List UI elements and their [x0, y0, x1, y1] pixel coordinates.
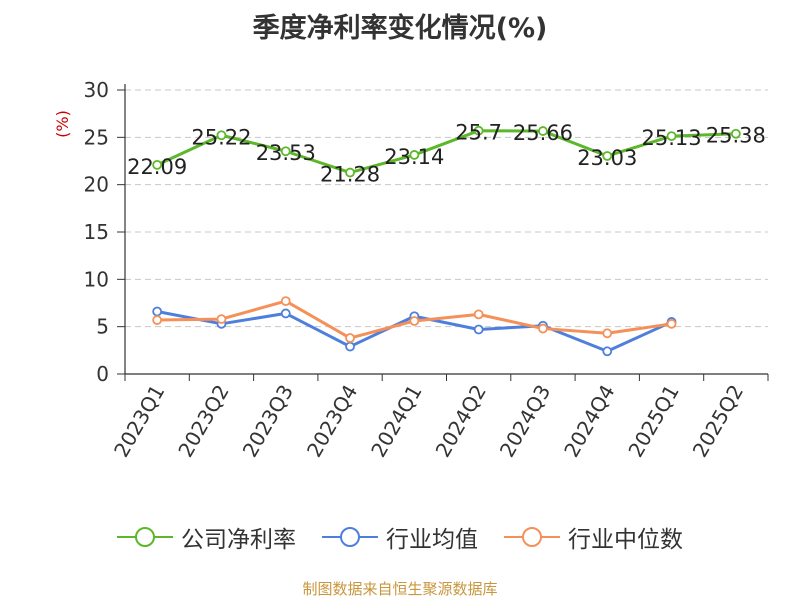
x-tick-label: 2024Q2 — [431, 381, 491, 462]
data-label: 25.38 — [706, 124, 766, 148]
data-point — [152, 306, 163, 317]
data-point — [666, 318, 677, 329]
data-label: 25.7 — [455, 121, 502, 145]
legend-label: 行业中位数 — [568, 527, 683, 553]
data-point — [602, 151, 613, 161]
source-note: 制图数据来自恒生聚源数据库 — [302, 580, 498, 598]
x-tick-label: 2024Q4 — [559, 381, 619, 462]
y-tick-label: 0 — [96, 362, 109, 386]
y-tick-label: 5 — [96, 315, 109, 339]
data-point — [666, 131, 677, 142]
legend: 公司净利率 行业均值 行业中位数 — [0, 520, 800, 554]
legend-swatch-icon — [504, 527, 560, 547]
data-point — [280, 296, 291, 307]
legend-swatch-icon — [117, 527, 173, 547]
data-label: 23.53 — [256, 141, 316, 165]
y-tick-label: 10 — [84, 267, 109, 291]
y-axis-label: (%) — [53, 110, 72, 138]
x-tick-label: 2025Q1 — [623, 381, 683, 462]
data-point — [152, 159, 163, 170]
data-point — [409, 316, 420, 326]
data-point — [602, 346, 613, 357]
legend-item-company-net-margin[interactable]: 公司净利率 — [117, 520, 296, 554]
data-point — [538, 126, 548, 136]
data-label: 25.13 — [641, 126, 701, 150]
y-tick-label: 30 — [84, 78, 109, 102]
data-point — [473, 309, 484, 320]
legend-label: 行业均值 — [386, 527, 478, 553]
data-point — [473, 125, 484, 136]
data-point — [345, 333, 355, 343]
chart-title: 季度净利率变化情况(%) — [252, 13, 548, 44]
data-label: 22.09 — [127, 155, 187, 179]
x-tick-label: 2023Q3 — [238, 381, 298, 462]
x-tick-label: 2023Q2 — [173, 381, 233, 462]
y-tick-label: 15 — [84, 220, 109, 244]
legend-label: 公司净利率 — [181, 527, 296, 553]
data-point — [280, 146, 291, 157]
data-point — [216, 130, 227, 141]
legend-item-industry-median[interactable]: 行业中位数 — [504, 520, 683, 554]
data-point — [602, 328, 613, 339]
data-label: 25.66 — [513, 121, 573, 145]
data-label: 23.14 — [384, 145, 444, 169]
data-label: 25.22 — [191, 125, 251, 149]
x-tick-label: 2025Q2 — [688, 381, 748, 462]
series-line — [156, 129, 736, 175]
data-point — [409, 150, 420, 160]
x-tick-label: 2024Q3 — [495, 381, 555, 462]
x-tick-label: 2023Q4 — [302, 381, 362, 462]
legend-swatch-icon — [322, 527, 378, 547]
data-point — [280, 308, 291, 319]
data-label: 21.28 — [320, 163, 380, 187]
data-point — [345, 167, 355, 178]
y-tick-label: 25 — [84, 125, 109, 149]
data-point — [730, 128, 741, 139]
data-point — [216, 314, 227, 324]
data-point — [538, 323, 548, 334]
data-point — [473, 324, 484, 335]
x-tick-label: 2023Q1 — [109, 381, 169, 462]
data-point — [345, 341, 355, 352]
y-tick-label: 20 — [84, 173, 109, 197]
x-tick-label: 2024Q1 — [366, 381, 426, 462]
data-point — [152, 315, 163, 325]
data-label: 23.03 — [577, 146, 637, 170]
legend-item-industry-mean[interactable]: 行业均值 — [322, 520, 478, 554]
